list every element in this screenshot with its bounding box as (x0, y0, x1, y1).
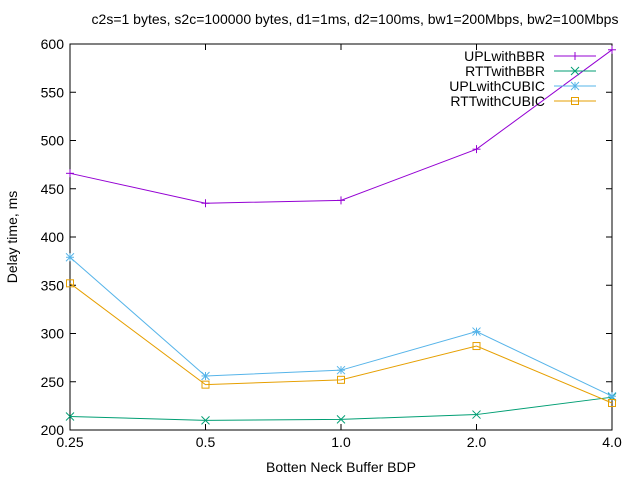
series-UPLwithBBR (66, 45, 616, 208)
x-tick-label: 4.0 (602, 434, 622, 450)
y-tick-label: 250 (41, 374, 65, 390)
y-tick-label: 500 (41, 133, 65, 149)
data-point (336, 365, 346, 375)
legend-label: RTTwithBBR (465, 63, 545, 79)
data-point (472, 342, 481, 351)
data-point (336, 415, 346, 424)
series-line (69, 282, 613, 404)
series-line (69, 396, 613, 421)
legend-item: RTTwithBBR (465, 63, 596, 79)
legend-marker (571, 97, 579, 105)
data-point (201, 415, 210, 425)
data-point (65, 412, 75, 421)
y-tick-label: 450 (41, 181, 65, 197)
x-axis-label: Botten Neck Buffer BDP (266, 459, 416, 475)
data-point (65, 252, 75, 262)
y-tick-label: 550 (41, 84, 65, 100)
legend-item: UPLwithBBR (464, 48, 596, 64)
data-point (201, 199, 210, 208)
series-layer (65, 45, 617, 425)
y-tick-label: 400 (41, 229, 65, 245)
series-UPLwithCUBIC (65, 252, 617, 401)
legend-marker (570, 66, 580, 76)
x-tick-label: 1.0 (331, 434, 351, 450)
data-point (201, 380, 210, 389)
legend-marker (571, 52, 579, 60)
y-axis: 200 250 300 350 400 450 500 550 600 (41, 36, 612, 438)
chart-title: c2s=1 bytes, s2c=100000 bytes, d1=1ms, d… (92, 11, 619, 27)
x-tick-label: 0.25 (56, 434, 83, 450)
y-axis-label: Delay time, ms (4, 191, 20, 284)
y-tick-label: 350 (41, 277, 65, 293)
legend-item: UPLwithCUBIC (449, 78, 596, 94)
legend-marker (570, 81, 580, 91)
series-RTTwithCUBIC (66, 279, 616, 407)
legend: UPLwithBBRRTTwithBBRUPLwithCUBICRTTwithC… (449, 48, 596, 109)
data-point (608, 45, 616, 54)
series-RTTwithBBR (65, 392, 617, 425)
data-point (472, 327, 481, 336)
data-point (66, 169, 74, 178)
legend-label: UPLwithBBR (464, 48, 545, 64)
data-point (472, 410, 481, 419)
legend-label: UPLwithCUBIC (449, 78, 545, 94)
data-point (201, 371, 210, 381)
x-tick-label: 0.5 (196, 434, 216, 450)
data-point (337, 375, 345, 384)
data-point (607, 391, 617, 401)
x-tick-label: 2.0 (467, 434, 487, 450)
data-point (337, 196, 345, 205)
x-axis: 0.25 0.5 1.0 2.0 4.0 (56, 44, 622, 450)
data-point (66, 279, 74, 288)
data-point (608, 398, 616, 407)
y-tick-label: 200 (41, 422, 65, 438)
series-line (69, 256, 613, 397)
data-point (472, 145, 481, 154)
legend-label: RTTwithCUBIC (450, 93, 545, 109)
legend-item: RTTwithCUBIC (450, 93, 596, 109)
y-tick-label: 300 (41, 326, 65, 342)
y-tick-label: 600 (41, 36, 65, 52)
